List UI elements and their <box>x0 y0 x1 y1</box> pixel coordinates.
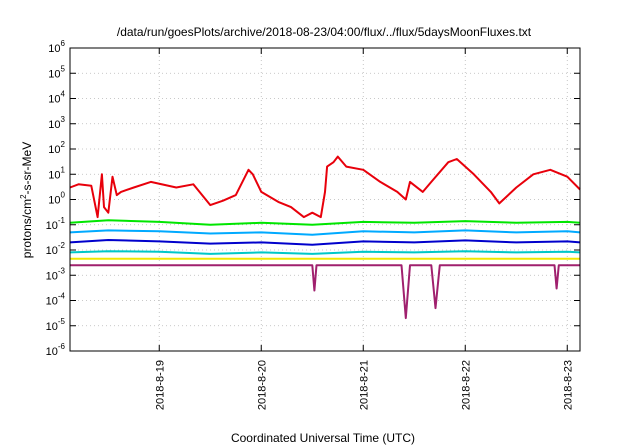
x-tick-label: 2018-8-23 <box>562 360 574 410</box>
y-tick-label: 103 <box>48 115 65 131</box>
chart-title: /data/run/goesPlots/archive/2018-08-23/0… <box>117 25 532 39</box>
x-axis-label: Coordinated Universal Time (UTC) <box>231 431 415 445</box>
y-tick-label: 10-2 <box>46 241 66 257</box>
y-axis: 10-6 10-5 10-4 10-3 10-2 10-1 100 101 102 103 104 1… <box>46 39 580 358</box>
series-line-3 <box>69 229 581 236</box>
y-tick-label: 106 <box>48 39 65 55</box>
series-line-7 <box>70 264 580 320</box>
x-tick-label: 2018-8-21 <box>358 360 370 410</box>
y-tick-label: 10-4 <box>46 292 66 308</box>
x-tick-label: 2018-8-19 <box>154 360 166 410</box>
y-tick-label: 100 <box>48 191 65 207</box>
x-axis: 2018-8-19 2018-8-20 2018-8-21 2018-8-22 2018… <box>154 48 574 410</box>
x-tick-label: 2018-8-20 <box>256 360 268 410</box>
series-line-5 <box>69 250 581 255</box>
series-layer <box>69 155 581 320</box>
y-tick-label: 105 <box>48 64 65 80</box>
grid <box>70 48 580 351</box>
y-tick-label: 102 <box>48 140 65 156</box>
y-tick-label: 104 <box>48 90 65 106</box>
y-tick-label: 10-1 <box>46 216 66 232</box>
series-line-2 <box>69 219 581 226</box>
y-tick-label: 10-5 <box>46 317 66 333</box>
x-tick-label: 2018-8-22 <box>460 360 472 410</box>
series-line-4 <box>69 239 581 246</box>
y-axis-label: protons/cm2-s-sr-MeV <box>19 142 34 258</box>
y-tick-label: 10-6 <box>46 342 66 358</box>
series-line-1 <box>69 155 581 219</box>
y-tick-label: 101 <box>48 165 65 181</box>
y-tick-label: 10-3 <box>46 266 66 282</box>
